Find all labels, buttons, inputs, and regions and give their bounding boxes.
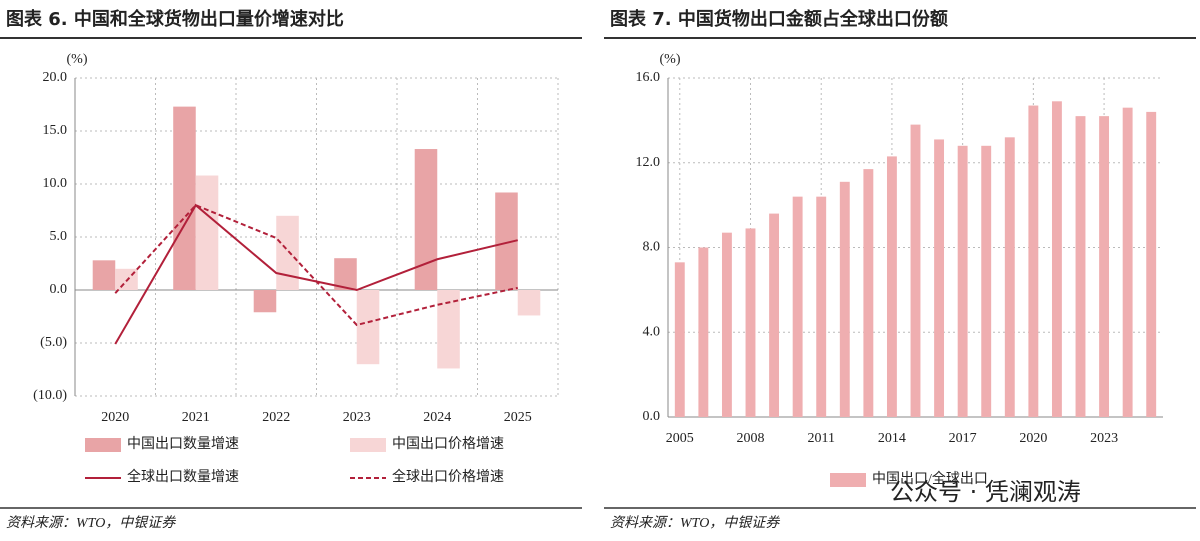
y-tick-label: 5.0 [50,229,68,244]
legend-label: 中国出口/全球出口 [872,470,988,487]
x-tick-label: 2014 [878,431,906,446]
legend-label: 中国出口价格增速 [392,436,504,452]
bar [816,196,827,417]
line-series [114,204,518,327]
bar [1028,105,1039,417]
x-tick-label: 2020 [101,410,129,425]
bar [1051,101,1062,418]
bar [886,156,897,418]
bar [721,232,732,417]
y-tick-label: (10.0) [33,388,67,403]
bar [792,196,803,417]
bar [437,290,460,369]
source: 资料来源：WTO，中银证券 [610,515,780,531]
y-tick-label: 0.0 [643,409,661,424]
legend-swatch [350,438,386,452]
watermark: 公众号 · 凭澜观涛 [890,478,1081,506]
chart-title: 图表 6. 中国和全球货物出口量价增速对比 [6,8,344,30]
x-tick-label: 2023 [1090,431,1118,446]
x-tick-label: 2024 [423,410,451,425]
bar [981,145,992,418]
bar [698,247,709,417]
bar [173,106,196,291]
bar [674,262,685,417]
chart-title: 图表 7. 中国货物出口金额占全球出口份额 [610,8,948,30]
legend-label: 全球出口价格增速 [392,468,504,485]
bar [253,290,277,313]
x-tick-label: 2022 [262,410,290,425]
y-tick-label: 15.0 [43,123,68,138]
bar [1004,137,1015,417]
bar [495,192,518,290]
legend-label: 全球出口数量增速 [127,468,239,485]
legend-label: 中国出口数量增速 [127,436,239,452]
bar [1075,116,1086,417]
bar [863,169,874,417]
x-tick-label: 2025 [504,410,532,425]
bar [934,139,945,417]
bar [276,215,299,290]
y-tick-label: (5.0) [40,335,67,350]
x-tick-label: 2017 [949,431,977,446]
bar [356,290,380,365]
y-tick-label: 0.0 [50,282,68,297]
bar [957,145,968,418]
y-axis-label: (%) [67,52,88,67]
bar [414,149,438,290]
bar [1146,111,1157,418]
bar [1122,107,1133,417]
legend-swatch [85,438,121,452]
y-tick-label: 16.0 [636,70,661,85]
bar [334,258,357,290]
y-axis-label: (%) [660,52,681,67]
x-tick-label: 2008 [737,431,765,446]
bar [1099,116,1110,417]
x-tick-label: 2023 [343,410,371,425]
x-tick-label: 2011 [807,431,834,446]
y-tick-label: 8.0 [643,240,661,255]
x-tick-label: 2021 [182,410,210,425]
legend-swatch [830,473,866,487]
bar [910,124,921,418]
bar [195,175,219,290]
y-tick-label: 10.0 [43,176,68,191]
source: 资料来源：WTO，中银证券 [6,515,176,531]
y-tick-label: 20.0 [43,70,68,85]
y-tick-label: 12.0 [636,155,661,170]
y-tick-label: 4.0 [643,324,661,339]
x-tick-label: 2005 [666,431,694,446]
x-tick-label: 2020 [1019,431,1047,446]
bar [92,260,116,290]
bar [517,290,541,316]
bar [745,228,756,417]
bar [839,181,850,417]
bar [769,213,780,417]
